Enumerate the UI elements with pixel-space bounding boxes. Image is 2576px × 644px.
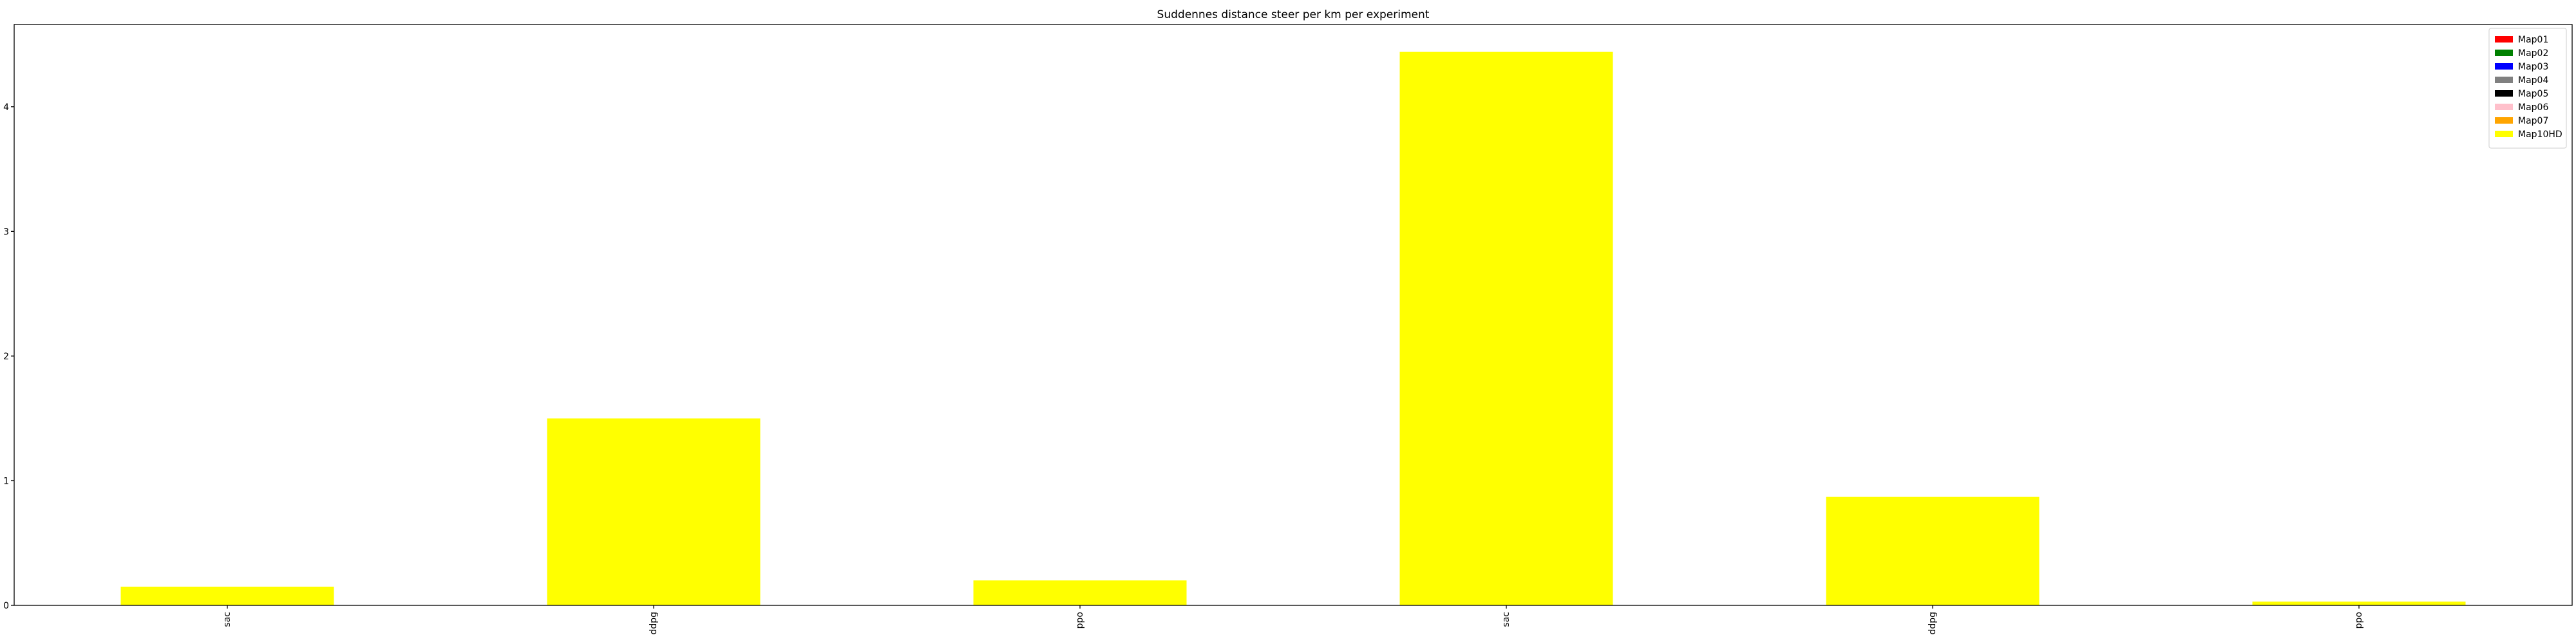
bar-map10hd-3 [1399, 52, 1613, 606]
legend: Map01 Map02 Map03 Map04 Map05 Map06 Map07 Map10… [2488, 28, 2567, 149]
bar-map10hd-0 [120, 586, 334, 605]
legend-swatch-map10hd [2495, 131, 2513, 137]
legend-swatch-map04 [2495, 77, 2513, 83]
bars-group [120, 52, 2466, 606]
bar-map10hd-5 [2252, 601, 2466, 605]
x-tick-label: ddpg [1927, 612, 1938, 635]
legend-label-map06: Map06 [2518, 102, 2548, 113]
x-tick-label: sac [1501, 612, 1511, 627]
legend-swatch-map06 [2495, 104, 2513, 110]
x-tick-label: ddpg [649, 612, 659, 635]
y-tick-label: 1 [3, 476, 9, 486]
x-axis: sac ddpg ppo sac ddpg ppo [222, 605, 2364, 635]
legend-swatch-map02 [2495, 50, 2513, 56]
bar-map10hd-4 [1826, 497, 2040, 605]
y-tick-label: 0 [3, 601, 9, 611]
legend-swatch-map01 [2495, 36, 2513, 43]
legend-label-map10hd: Map10HD [2518, 129, 2562, 140]
legend-label-map01: Map01 [2518, 35, 2548, 45]
x-tick-label: ppo [2354, 612, 2364, 629]
bar-map10hd-2 [973, 580, 1187, 605]
bar-map10hd-1 [547, 418, 761, 605]
y-tick-label: 3 [3, 227, 9, 237]
legend-label-map03: Map03 [2518, 62, 2548, 72]
y-tick-label: 2 [3, 352, 9, 362]
legend-label-map02: Map02 [2518, 48, 2548, 59]
x-tick-label: sac [222, 612, 232, 627]
chart-title: Suddennes distance steer per km per expe… [1157, 8, 1430, 21]
y-tick-label: 4 [3, 102, 9, 113]
plot-area-frame [14, 24, 2573, 606]
x-tick-label: ppo [1075, 612, 1085, 629]
legend-label-map07: Map07 [2518, 116, 2548, 126]
legend-swatch-map07 [2495, 117, 2513, 124]
legend-label-map05: Map05 [2518, 89, 2548, 99]
legend-label-map04: Map04 [2518, 75, 2548, 86]
legend-swatch-map05 [2495, 90, 2513, 97]
y-axis: 0 1 2 3 4 [3, 102, 14, 611]
legend-swatch-map03 [2495, 63, 2513, 70]
